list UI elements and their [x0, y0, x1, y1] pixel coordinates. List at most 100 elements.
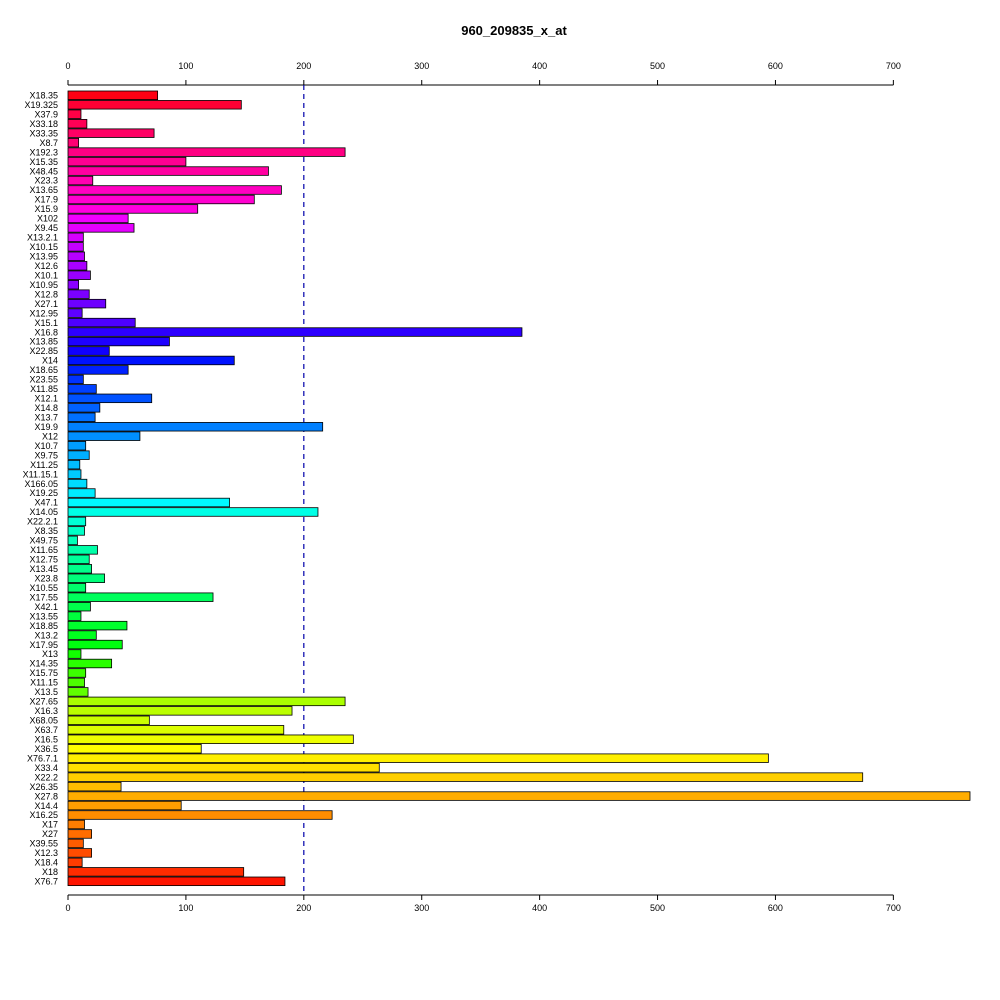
bar: [67, 535, 78, 546]
category-label: X13.45: [29, 564, 58, 574]
category-label: X14.8: [34, 403, 58, 413]
bar: [67, 658, 113, 669]
bar: [67, 90, 159, 101]
category-label: X12.3: [34, 848, 58, 858]
category-label: X18.65: [29, 365, 58, 375]
category-label: X10.7: [34, 441, 58, 451]
category-label: X13.2: [34, 630, 58, 640]
category-label: X42.1: [34, 602, 58, 612]
category-label: X166.05: [24, 479, 58, 489]
bar: [67, 744, 202, 754]
category-label: X12.1: [34, 394, 58, 404]
bar: [67, 232, 84, 243]
bar: [67, 156, 187, 167]
category-label: X17.55: [29, 592, 58, 602]
top-tick-label: 700: [886, 61, 901, 71]
category-label: X13.5: [34, 687, 58, 697]
category-label: X49.75: [29, 536, 58, 546]
category-label: X15.1: [34, 318, 58, 328]
category-label: X18.35: [29, 91, 58, 101]
category-label: X16.3: [34, 706, 58, 716]
bar: [67, 497, 230, 508]
bar: [67, 762, 380, 773]
category-label: X11.85: [30, 384, 58, 394]
bar: [67, 298, 107, 309]
bar: [67, 459, 81, 470]
bar: [67, 715, 150, 726]
bar: [67, 147, 346, 157]
category-label: X37.9: [34, 109, 58, 119]
bar: [67, 734, 354, 744]
bar: [67, 289, 90, 299]
category-label: X16.25: [29, 810, 58, 820]
bar: [67, 800, 182, 811]
category-label: X23.3: [34, 176, 58, 186]
category-label: X8.7: [39, 138, 58, 148]
bar: [67, 204, 199, 214]
bar: [67, 137, 80, 148]
category-label: X63.7: [34, 725, 58, 735]
category-label: X10.1: [34, 270, 58, 280]
bar: [67, 469, 82, 479]
category-label: X17.95: [29, 640, 58, 650]
bar: [67, 545, 98, 555]
category-label: X12.75: [29, 555, 58, 565]
category-label: X14: [42, 356, 58, 366]
bar: [67, 450, 90, 460]
top-x-axis: 0 100 200 300 400 500 600 700: [65, 61, 901, 86]
category-label: X14.05: [29, 507, 58, 517]
bar: [67, 696, 346, 707]
bar: [67, 431, 141, 441]
category-label: X27.1: [34, 299, 58, 309]
bar: [67, 848, 92, 858]
category-label: X10.15: [29, 242, 58, 252]
bottom-tick-label: 200: [296, 903, 311, 913]
bar: [67, 753, 769, 763]
bar: [67, 516, 87, 527]
top-tick-label: 100: [178, 61, 193, 71]
category-label: X13.65: [29, 185, 58, 195]
category-label: X14.4: [34, 801, 58, 811]
bar: [67, 336, 170, 347]
bar: [67, 838, 84, 849]
bottom-tick-label: 500: [650, 903, 665, 913]
category-label: X76.7: [34, 877, 58, 887]
category-label: X22.2: [34, 772, 58, 782]
top-tick-label: 0: [65, 61, 70, 71]
category-label: X12.6: [34, 261, 58, 271]
category-label: X17.9: [34, 195, 58, 205]
category-label: X36.5: [34, 744, 58, 754]
category-label: X16.5: [34, 734, 58, 744]
bar: [67, 857, 83, 868]
category-label: X18.4: [34, 858, 58, 868]
chart-title: 960_209835_x_at: [461, 23, 567, 38]
category-label: X15.75: [29, 668, 58, 678]
category-label: X17: [42, 820, 58, 830]
bottom-tick-label: 0: [65, 903, 70, 913]
bar: [67, 279, 80, 290]
category-label: X18: [42, 867, 58, 877]
category-label: X12.95: [29, 308, 58, 318]
bar: [67, 601, 91, 612]
category-label: X23.8: [34, 573, 58, 583]
category-label: X48.45: [29, 166, 58, 176]
category-label: X39.55: [29, 839, 58, 849]
bar: [67, 876, 286, 887]
category-label: X22.2.1: [27, 517, 58, 527]
category-label: X10.55: [29, 583, 58, 593]
category-label: X9.45: [34, 223, 58, 233]
bottom-tick-label: 600: [768, 903, 783, 913]
category-label: X27.8: [34, 791, 58, 801]
bar: [67, 772, 864, 782]
category-label: X14.35: [29, 659, 58, 669]
bar: [67, 440, 87, 451]
category-label: X8.35: [34, 526, 58, 536]
bar: [67, 251, 85, 261]
category-label: X11.65: [30, 545, 58, 555]
bar: [67, 327, 523, 337]
category-label: X13: [42, 649, 58, 659]
category-label: X13.7: [34, 412, 58, 422]
bar: [67, 374, 84, 385]
bar: [67, 677, 85, 688]
bar: [67, 100, 242, 110]
